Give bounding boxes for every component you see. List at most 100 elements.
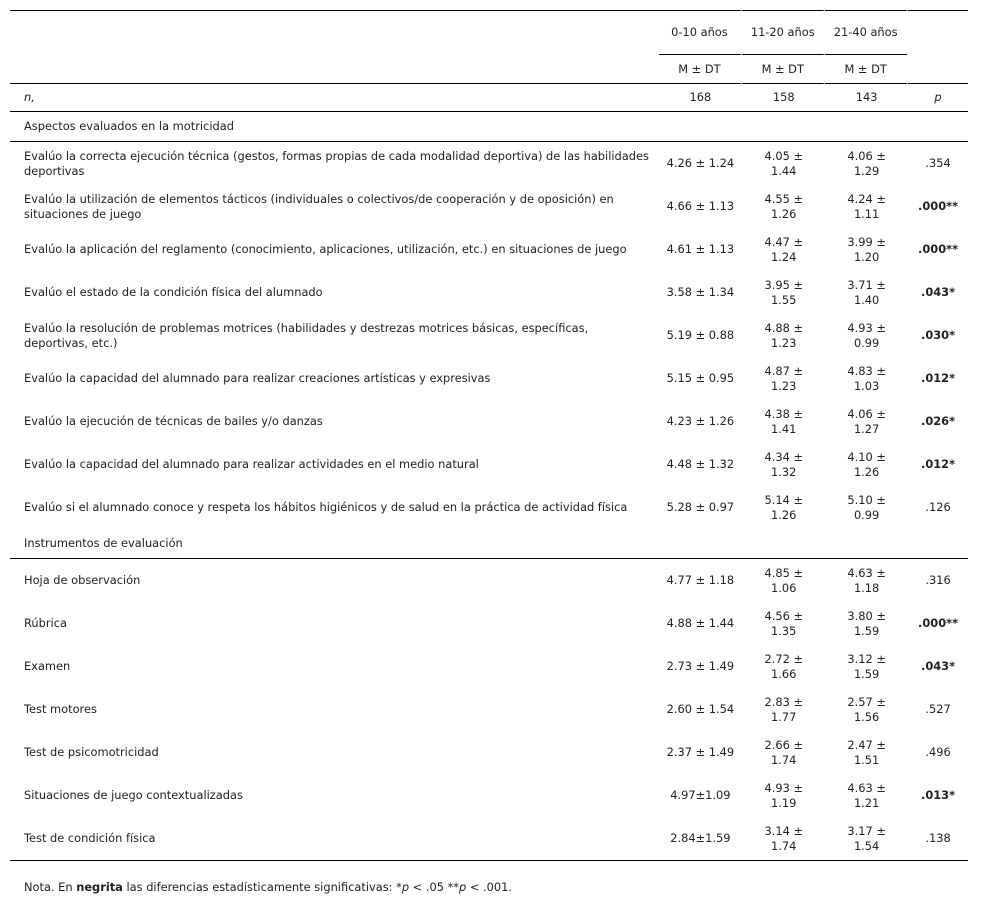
mean-sd-cell: 2.37 ± 1.49: [666, 745, 735, 759]
mean-sd-cell: 2.66 ± 1.74: [764, 737, 803, 767]
mean-sd-cell: 4.56 ± 1.35: [764, 608, 803, 638]
mean-sd-cell: 4.55 ± 1.26: [764, 191, 803, 221]
p-value: .043*: [921, 659, 956, 673]
row-label: Test de psicomotricidad: [24, 745, 159, 759]
table-row: Evalúo la ejecución de técnicas de baile…: [10, 400, 968, 443]
n-value: 168: [658, 84, 743, 112]
stat-header: M ± DT: [742, 55, 826, 84]
row-label: Situaciones de juego contextualizadas: [24, 788, 243, 802]
table-row: Evalúo la aplicación del reglamento (con…: [10, 228, 968, 271]
p-value: .138: [908, 817, 968, 861]
mean-sd-cell: 4.38 ± 1.41: [764, 406, 803, 436]
header-row-stat: M ± DT M ± DT M ± DT: [10, 55, 968, 84]
mean-sd-cell: 4.47 ± 1.24: [764, 234, 803, 264]
group-header: 0-10 años: [658, 10, 743, 55]
mean-sd-cell: 3.14 ± 1.74: [742, 817, 826, 861]
table-note: Nota. En negrita las diferencias estadís…: [24, 880, 512, 894]
table-row: Evalúo la capacidad del alumnado para re…: [10, 443, 968, 486]
stat-header: M ± DT: [658, 55, 743, 84]
p-header: p: [908, 84, 968, 112]
section-row: Instrumentos de evaluación: [10, 529, 968, 559]
header-row-groups: 0-10 años 11-20 años 21-40 años: [10, 10, 968, 55]
n-label: n,: [10, 84, 659, 112]
table-row: Situaciones de juego contextualizadas 4.9…: [10, 774, 968, 817]
mean-sd-cell: 3.71 ± 1.40: [847, 277, 886, 307]
mean-sd-cell: 2.57 ± 1.56: [847, 694, 886, 724]
mean-sd-cell: 4.88 ± 1.23: [764, 320, 803, 350]
mean-sd-cell: 4.97±1.09: [670, 788, 731, 802]
p-value: .012*: [921, 371, 956, 385]
row-label: Evalúo el estado de la condición física …: [24, 285, 323, 299]
p-value: .000**: [918, 242, 959, 256]
table-row: Evalúo el estado de la condición física …: [10, 271, 968, 314]
mean-sd-cell: 4.63 ± 1.18: [847, 565, 886, 595]
mean-sd-cell: 4.77 ± 1.18: [666, 573, 735, 587]
mean-sd-cell: 5.15 ± 0.95: [666, 371, 735, 385]
mean-sd-cell: 4.66 ± 1.13: [666, 199, 735, 213]
mean-sd-cell: 2.83 ± 1.77: [764, 694, 803, 724]
section-title: Aspectos evaluados en la motricidad: [10, 112, 968, 142]
p-value: .000**: [918, 199, 959, 213]
mean-sd-cell: 4.26 ± 1.24: [666, 156, 735, 170]
table-row: Evalúo la resolución de problemas motric…: [10, 314, 968, 357]
row-label: Test motores: [24, 702, 97, 716]
mean-sd-cell: 3.12 ± 1.59: [847, 651, 886, 681]
n-value: 158: [742, 84, 826, 112]
row-label: Evalúo la utilización de elementos tácti…: [24, 191, 614, 221]
p-value: .026*: [921, 414, 956, 428]
mean-sd-cell: 4.83 ± 1.03: [847, 363, 886, 393]
mean-sd-cell: 4.24 ± 1.11: [847, 191, 886, 221]
mean-sd-cell: 4.63 ± 1.21: [847, 780, 886, 810]
p-value: .043*: [921, 285, 956, 299]
mean-sd-cell: 2.73 ± 1.49: [666, 659, 735, 673]
section-row: Aspectos evaluados en la motricidad: [10, 112, 968, 142]
mean-sd-cell: 2.47 ± 1.51: [847, 737, 886, 767]
mean-sd-cell: 3.58 ± 1.34: [666, 285, 735, 299]
row-label: Test de condición física: [10, 817, 659, 861]
mean-sd-cell: 4.05 ± 1.44: [764, 148, 803, 178]
p-value: .013*: [921, 788, 956, 802]
p-value: .496: [925, 745, 951, 759]
n-value: 143: [825, 84, 909, 112]
mean-sd-cell: 3.99 ± 1.20: [847, 234, 886, 264]
p-value: .000**: [918, 616, 959, 630]
stat-header: M ± DT: [825, 55, 909, 84]
mean-sd-cell: 4.93 ± 1.19: [764, 780, 803, 810]
mean-sd-cell: 5.14 ± 1.26: [764, 492, 803, 522]
mean-sd-cell: 4.06 ± 1.27: [847, 406, 886, 436]
group-header: 21-40 años: [825, 10, 909, 55]
mean-sd-cell: 2.84±1.59: [658, 817, 743, 861]
mean-sd-cell: 4.34 ± 1.32: [764, 449, 803, 479]
mean-sd-cell: 4.87 ± 1.23: [764, 363, 803, 393]
results-table: 0-10 años 11-20 años 21-40 años M ± DT M…: [10, 10, 968, 861]
mean-sd-cell: 3.80 ± 1.59: [847, 608, 886, 638]
mean-sd-cell: 5.19 ± 0.88: [666, 328, 735, 342]
mean-sd-cell: 3.17 ± 1.54: [825, 817, 909, 861]
table-row: Hoja de observación 4.77 ± 1.18 4.85 ± 1.0…: [10, 559, 968, 602]
n-row: n, 168 158 143 p: [10, 84, 968, 112]
row-label: Evalúo la resolución de problemas motric…: [24, 320, 589, 350]
table-row: Rúbrica 4.88 ± 1.44 4.56 ± 1.35 3.80 ± 1.59…: [10, 602, 968, 645]
section-title: Instrumentos de evaluación: [10, 529, 968, 559]
row-label: Evalúo la ejecución de técnicas de baile…: [24, 414, 323, 428]
mean-sd-cell: 5.28 ± 0.97: [666, 500, 735, 514]
mean-sd-cell: 4.10 ± 1.26: [847, 449, 886, 479]
row-label: Evalúo la aplicación del reglamento (con…: [24, 242, 627, 256]
mean-sd-cell: 4.06 ± 1.29: [847, 148, 886, 178]
mean-sd-cell: 3.95 ± 1.55: [764, 277, 803, 307]
mean-sd-cell: 4.48 ± 1.32: [666, 457, 735, 471]
table-row: Test de psicomotricidad 2.37 ± 1.49 2.66 ±…: [10, 731, 968, 774]
row-label: Hoja de observación: [24, 573, 141, 587]
mean-sd-cell: 5.10 ± 0.99: [847, 492, 886, 522]
table-row: Test motores 2.60 ± 1.54 2.83 ± 1.77 2.57 ±…: [10, 688, 968, 731]
table-row: Evalúo la capacidad del alumnado para re…: [10, 357, 968, 400]
p-value: .316: [925, 573, 951, 587]
table-row: Test de condición física 2.84±1.59 3.14 ± …: [10, 817, 968, 861]
mean-sd-cell: 2.72 ± 1.66: [764, 651, 803, 681]
row-label: Evalúo la correcta ejecución técnica (ge…: [24, 148, 649, 178]
mean-sd-cell: 4.61 ± 1.13: [666, 242, 735, 256]
p-value: .527: [925, 702, 951, 716]
mean-sd-cell: 2.60 ± 1.54: [666, 702, 735, 716]
p-value: .354: [925, 156, 951, 170]
mean-sd-cell: 4.23 ± 1.26: [666, 414, 735, 428]
